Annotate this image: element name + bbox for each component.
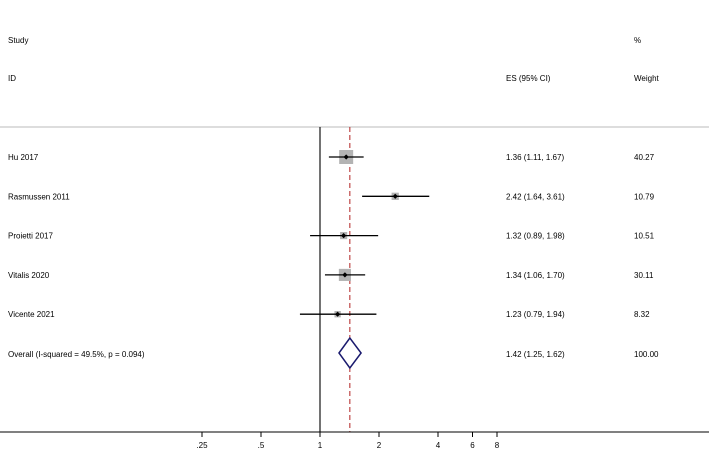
x-tick-label: .5 <box>258 441 265 450</box>
point-estimate <box>335 311 341 317</box>
x-tick-label: 6 <box>470 441 475 450</box>
study-row: Vitalis 2020 1.34 (1.06, 1.70) 30.11 <box>8 268 654 281</box>
point-estimate <box>342 272 348 278</box>
study-name: Proietti 2017 <box>8 232 53 241</box>
study-weight-text: 30.11 <box>634 271 654 280</box>
x-tick-label: 8 <box>495 441 500 450</box>
study-weight-text: 8.32 <box>634 310 650 319</box>
study-row: Proietti 2017 1.32 (0.89, 1.98) 10.51 <box>8 232 655 241</box>
study-weight-text: 10.79 <box>634 192 655 201</box>
x-tick-label: 1 <box>318 441 323 450</box>
header-percent: % <box>634 36 641 45</box>
study-row: Hu 2017 1.36 (1.11, 1.67) 40.27 <box>8 150 655 164</box>
study-row: Vicente 2021 1.23 (0.79, 1.94) 8.32 <box>8 310 650 319</box>
study-es-text: 1.34 (1.06, 1.70) <box>506 271 565 280</box>
overall-es-text: 1.42 (1.25, 1.62) <box>506 350 565 359</box>
study-es-text: 2.42 (1.64, 3.61) <box>506 192 565 201</box>
study-es-text: 1.32 (0.89, 1.98) <box>506 232 565 241</box>
header-study: Study <box>8 36 28 45</box>
overall-diamond <box>338 336 363 370</box>
overall-label: Overall (I-squared = 49.5%, p = 0.094) <box>8 350 145 359</box>
x-tick-label: 2 <box>377 441 382 450</box>
header-es: ES (95% CI) <box>506 74 551 83</box>
point-estimate <box>341 233 347 239</box>
study-name: Vitalis 2020 <box>8 271 50 280</box>
x-tick-label: .25 <box>196 441 208 450</box>
study-name: Hu 2017 <box>8 153 39 162</box>
study-weight-text: 40.27 <box>634 153 655 162</box>
point-estimate <box>343 154 349 160</box>
study-row: Rasmussen 2011 2.42 (1.64, 3.61) 10.79 <box>8 192 655 201</box>
overall-weight-text: 100.00 <box>634 350 659 359</box>
study-es-text: 1.23 (0.79, 1.94) <box>506 310 565 319</box>
study-name: Rasmussen 2011 <box>8 192 70 201</box>
header-weight: Weight <box>634 74 660 83</box>
x-tick-label: 4 <box>436 441 441 450</box>
study-es-text: 1.36 (1.11, 1.67) <box>506 153 564 162</box>
point-estimate <box>392 193 398 199</box>
study-weight-text: 10.51 <box>634 232 655 241</box>
header-id: ID <box>8 74 16 83</box>
study-name: Vicente 2021 <box>8 310 55 319</box>
